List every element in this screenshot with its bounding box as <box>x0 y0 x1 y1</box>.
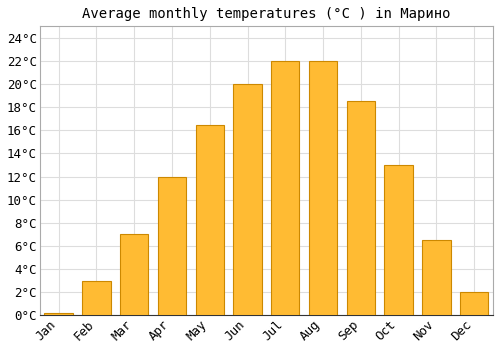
Bar <box>120 234 148 315</box>
Bar <box>196 125 224 315</box>
Bar <box>422 240 450 315</box>
Bar <box>460 292 488 315</box>
Bar <box>271 61 300 315</box>
Bar <box>44 313 73 315</box>
Bar <box>158 176 186 315</box>
Bar <box>234 84 262 315</box>
Bar <box>346 102 375 315</box>
Title: Average monthly temperatures (°C ) in Марино: Average monthly temperatures (°C ) in Ма… <box>82 7 450 21</box>
Bar <box>309 61 337 315</box>
Bar <box>82 280 110 315</box>
Bar <box>384 165 413 315</box>
